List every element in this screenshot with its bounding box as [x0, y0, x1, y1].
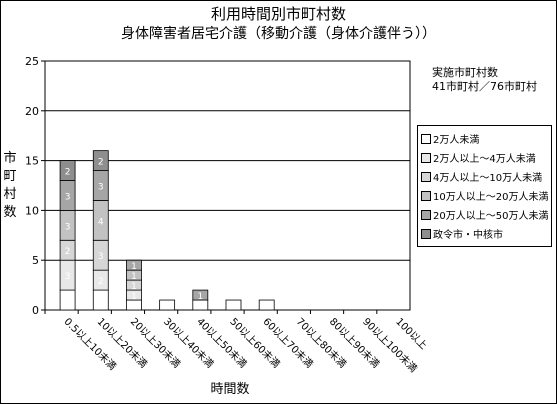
legend-swatch — [421, 190, 431, 201]
legend-item: 2万人未満 — [421, 129, 551, 148]
legend-label: 2万人以上～4万人未満 — [433, 154, 536, 165]
bar-segment-label: 3 — [65, 192, 71, 202]
y-tick-label: 25 — [25, 55, 39, 68]
legend-item: 10万人以上～20万人未満 — [421, 186, 551, 205]
chart-subtitle: 身体障害者居宅介護（移動介護（身体介護伴う）） — [121, 26, 436, 42]
bar-segment-label: 1 — [131, 302, 137, 312]
bar-segment-label: 2 — [98, 277, 104, 287]
bar-segment-label: 3 — [98, 183, 104, 193]
legend-item: 政令市・中核市 — [421, 224, 551, 243]
bar-segment-label: 2 — [98, 297, 104, 307]
bar-segment-label: 2 — [98, 158, 104, 168]
legend-item: 2万人以上～4万人未満 — [421, 148, 551, 167]
bar-segment-label: 2 — [65, 247, 71, 257]
chart-title: 利用時間別市町村数 — [210, 5, 346, 23]
legend-label: 20万人以上～50万人未満 — [433, 211, 549, 222]
y-tick-label: 0 — [32, 304, 39, 317]
y-tick-label: 10 — [25, 204, 39, 217]
bar-segment-label: 2 — [65, 168, 71, 178]
legend-item: 20万人以上～50万人未満 — [421, 205, 551, 224]
legend-label: 政令市・中核市 — [433, 230, 503, 241]
bar-segment — [159, 299, 176, 311]
bar-segment — [225, 299, 242, 311]
bar-segment-label: 1 — [264, 302, 270, 312]
legend: 2万人未満 2万人以上～4万人未満 4万人以上～10万人未満 10万人以上～20… — [417, 125, 552, 247]
y-tick-label: 5 — [32, 254, 39, 267]
bar-segment-label: 1 — [197, 302, 203, 312]
bar-segment — [126, 259, 142, 271]
bar-segment-label: 1 — [131, 272, 137, 282]
bar-segment — [59, 160, 76, 181]
bar-segment-label: 1 — [131, 282, 137, 292]
bar-segment-label: 1 — [197, 292, 203, 302]
legend-swatch — [421, 209, 431, 220]
x-axis-label: 時間数 — [210, 382, 250, 397]
bar-segment-label: 3 — [98, 252, 104, 262]
bar-segment-label: 3 — [65, 272, 71, 282]
bar-segment — [192, 289, 209, 301]
y-axis-label: 市町村数 — [3, 151, 17, 220]
bar-segment-label: 1 — [231, 302, 237, 312]
annotation-line-2: 41市町村／76市町村 — [432, 80, 537, 93]
bar-segment — [258, 299, 275, 311]
bar-segment-label: 4 — [98, 217, 104, 227]
legend-swatch — [421, 152, 431, 163]
bar-segment-label: 2 — [65, 297, 71, 307]
legend-label: 4万人以上～10万人未満 — [433, 173, 543, 184]
legend-label: 10万人以上～20万人未満 — [433, 192, 549, 203]
legend-swatch — [421, 171, 431, 182]
y-tick-label: 15 — [25, 155, 39, 168]
legend-swatch — [421, 228, 431, 239]
bar-segment-label: 1 — [164, 302, 170, 312]
annotation: 実施市町村数 41市町村／76市町村 — [432, 66, 537, 94]
bar-segment-label: 1 — [131, 292, 137, 302]
legend-label: 2万人未満 — [433, 135, 480, 146]
bar-segment — [92, 150, 109, 171]
y-tick-label: 20 — [25, 105, 39, 118]
bar-segment-label: 1 — [131, 262, 137, 272]
legend-item: 4万人以上～10万人未満 — [421, 167, 551, 186]
annotation-line-1: 実施市町村数 — [432, 66, 498, 79]
legend-swatch — [421, 133, 431, 144]
bar-segment-label: 3 — [65, 222, 71, 232]
